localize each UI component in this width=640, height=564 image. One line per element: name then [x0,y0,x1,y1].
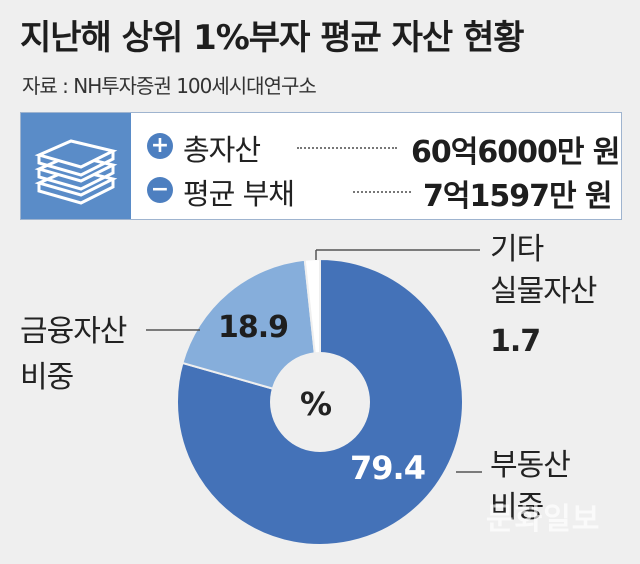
money-stack-icon [34,139,118,205]
financial-name-line2: 비중 [20,360,74,395]
total-assets-row: + 총자산 60억6000만 원 [147,127,620,170]
total-assets-value: 60억6000만 원 [411,135,620,170]
donut-hole [270,352,370,452]
minus-icon: − [147,177,173,203]
other-name-line2: 실물자산 [490,274,597,309]
real-estate-name-line2: 비중 [490,490,544,525]
real-estate-value-label: 79.4 [350,449,426,487]
avg-debt-label: 평균 부채 [183,177,295,211]
real-estate-name-line1: 부동산 [490,448,571,483]
leader-dots [297,147,397,149]
avg-debt-value: 7억1597만 원 [423,179,613,214]
avg-debt-row: − 평균 부채 7억1597만 원 [147,171,617,214]
total-assets-label: 총자산 [183,133,261,167]
publisher-watermark: 문화일보 [486,502,601,537]
summary-icon-panel [21,113,131,219]
plus-icon: + [147,133,173,159]
page-title: 지난해 상위 1%부자 평균 자산 현황 [20,18,525,58]
other-name-line1: 기타 [490,232,544,267]
source-note: 자료 : NH투자증권 100세시대연구소 [22,74,317,98]
leader-dots [353,191,411,193]
center-percent-label: % [300,385,332,423]
other-value-label: 1.7 [490,324,541,359]
slice-real-estate [176,257,464,546]
financial-name-line1: 금융자산 [20,314,127,349]
summary-box: + 총자산 60억6000만 원 − 평균 부채 7억1597만 원 [20,112,622,220]
financial-value-label: 18.9 [218,310,289,345]
